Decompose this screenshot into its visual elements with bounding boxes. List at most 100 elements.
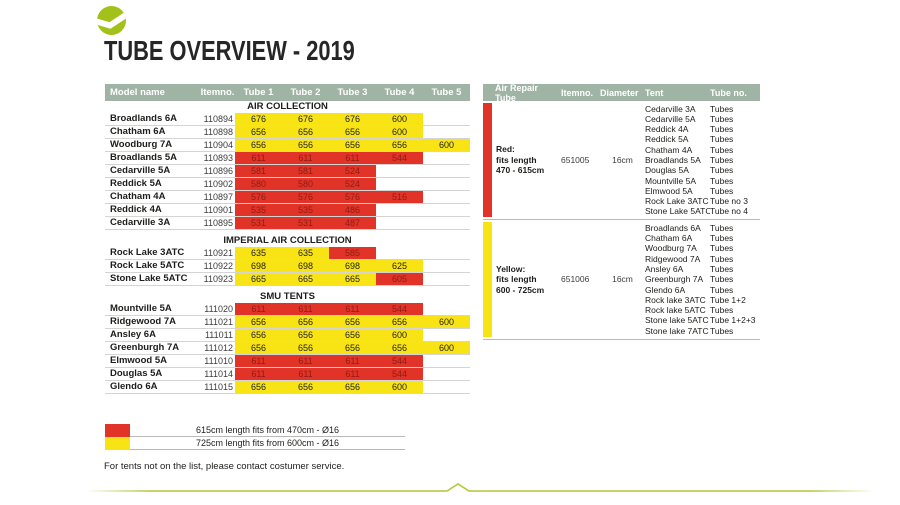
bottom-divider-chevron-line xyxy=(85,483,875,492)
model-name-cell: Glendo 6A xyxy=(110,381,158,392)
tent-name: Rock Lake 3ATC xyxy=(645,196,709,207)
table-row: Stone Lake 5ATC 110923 665 665 665 605 xyxy=(105,273,470,286)
model-name-cell: Chatham 4A xyxy=(110,191,166,202)
tube-length-cell: 656 xyxy=(282,381,329,393)
table-row: Reddick 4A 110901 535 535 486 xyxy=(105,204,470,217)
tube-length-cell xyxy=(423,178,470,190)
tube-length-cell: 544 xyxy=(376,303,423,315)
tube-length-cell xyxy=(376,204,423,216)
group-label: Red: fits length 470 - 615cm xyxy=(492,101,561,219)
tube-no: Tube no 4 xyxy=(710,206,748,217)
tube-length-cell xyxy=(423,204,470,216)
section-title: AIR COLLECTION xyxy=(247,101,328,112)
itemno-cell: 111011 xyxy=(204,330,233,340)
tube-length-cell xyxy=(376,247,423,259)
model-name-cell: Elmwood 5A xyxy=(110,355,168,366)
group-itemno: 651006 xyxy=(561,274,590,285)
table-row: Glendo 6A 111015 656 656 656 600 xyxy=(105,381,470,394)
itemno-cell: 111020 xyxy=(204,304,233,314)
tent-name: Ridgewood 7A xyxy=(645,253,701,264)
table-row: Mountville 5A 111020 611 611 611 544 xyxy=(105,303,470,316)
itemno-cell: 110923 xyxy=(203,274,233,284)
tube-length-cell: 580 xyxy=(282,178,329,190)
tube-length-cell: 656 xyxy=(235,139,282,151)
tent-row: Elmwood 5A Tubes xyxy=(645,186,760,196)
tube-length-cell xyxy=(423,381,470,393)
tube-no: Tubes xyxy=(710,325,734,336)
tube-length-cell: 486 xyxy=(329,204,376,216)
tube-no: Tubes xyxy=(710,243,734,254)
tube-length-cell: 676 xyxy=(282,113,329,125)
tube-length-cell xyxy=(423,191,470,203)
tube-length-cell: 576 xyxy=(329,191,376,203)
tube-length-cell: 535 xyxy=(235,204,282,216)
tube-length-cell xyxy=(423,247,470,259)
tube-length-cell xyxy=(423,165,470,177)
tube-length-cell: 611 xyxy=(235,368,282,380)
tent-row: Glendo 6A Tubes xyxy=(645,285,760,295)
model-name-cell: Mountville 5A xyxy=(110,303,172,314)
tent-name: Rock lake 5ATC xyxy=(645,305,706,316)
right-table-body: Red: fits length 470 - 615cm 651005 16cm Ceda… xyxy=(483,101,760,340)
tube-length-cell: 611 xyxy=(235,152,282,164)
model-name-cell: Chatham 6A xyxy=(110,126,166,137)
table-row: Cedarville 5A 110896 581 581 524 xyxy=(105,165,470,178)
tube-length-cell: 576 xyxy=(235,191,282,203)
tube-length-cell: 576 xyxy=(282,191,329,203)
tube-length-cell: 656 xyxy=(329,316,376,328)
group-label: Yellow: fits length 600 - 725cm xyxy=(492,220,561,338)
model-name-cell: Greenburgh 7A xyxy=(110,342,180,353)
yellow-color-bar xyxy=(483,222,492,337)
tube-length-cell: 600 xyxy=(376,381,423,393)
tube-length-cell: 656 xyxy=(282,316,329,328)
tube-length-cell: 581 xyxy=(282,165,329,177)
tube-no: Tubes xyxy=(710,185,734,196)
tube-length-cell: 600 xyxy=(423,316,470,328)
group-color-name: Red: xyxy=(496,144,515,155)
model-name-cell: Stone Lake 5ATC xyxy=(110,273,188,284)
tube-length-cell: 656 xyxy=(329,126,376,138)
group-itemno: 651005 xyxy=(561,155,590,166)
tent-name: Reddick 5A xyxy=(645,134,689,145)
group-fits-line: 600 - 725cm xyxy=(496,284,545,295)
itemno-cell: 110898 xyxy=(203,127,233,137)
tube-no: Tubes xyxy=(710,175,734,186)
tent-name: Stone lake 7ATC xyxy=(645,325,709,336)
tube-length-cell: 580 xyxy=(235,178,282,190)
tube-length-cell: 676 xyxy=(329,113,376,125)
group-fits-line: fits length xyxy=(496,154,537,165)
section-title: IMPERIAL AIR COLLECTION xyxy=(223,235,352,246)
legend-text: 615cm length fits from 470cm - Ø16 xyxy=(130,424,405,437)
model-name-cell: Reddick 5A xyxy=(110,178,162,189)
table-row: Rock Lake 5ATC 110922 698 698 698 625 xyxy=(105,260,470,273)
tube-length-cell: 611 xyxy=(235,303,282,315)
tube-length-cell: 635 xyxy=(282,247,329,259)
tube-length-cell: 600 xyxy=(376,113,423,125)
column-header: Itemno. xyxy=(561,87,594,98)
table-row: Cedarville 3A 110895 531 531 487 xyxy=(105,217,470,230)
itemno-cell: 110921 xyxy=(203,248,233,258)
tube-length-cell: 535 xyxy=(282,204,329,216)
tent-row: Chatham 4A Tubes xyxy=(645,145,760,155)
tube-length-cell: 544 xyxy=(376,355,423,367)
model-name-cell: Cedarville 3A xyxy=(110,217,171,228)
color-legend: 615cm length fits from 470cm - Ø16 725cm … xyxy=(105,424,405,450)
tube-length-cell: 698 xyxy=(329,260,376,272)
tent-row: Rock lake 3ATC Tube 1+2 xyxy=(645,295,760,305)
tube-no: Tube no 3 xyxy=(710,196,748,207)
tent-name: Broadlands 5A xyxy=(645,154,701,165)
column-header: Tube 1 xyxy=(243,87,274,98)
table-row: Broadlands 5A 110893 611 611 611 544 xyxy=(105,152,470,165)
page-title: TUBE OVERVIEW - 2019 xyxy=(104,35,355,66)
tube-length-cell: 524 xyxy=(329,165,376,177)
tube-length-cell: 611 xyxy=(329,303,376,315)
tube-length-cell xyxy=(376,178,423,190)
tube-length-cell: 656 xyxy=(376,316,423,328)
column-header: Itemno. xyxy=(200,87,235,98)
right-table-header-row: Air Repair Tube Itemno. Diameter Tent Tube n… xyxy=(483,83,760,103)
tube-length-cell xyxy=(423,217,470,229)
tent-row: Reddick 5A Tubes xyxy=(645,134,760,144)
tent-name: Mountville 5A xyxy=(645,175,697,186)
tent-name: Broadlands 6A xyxy=(645,222,701,233)
section-title: SMU TENTS xyxy=(260,291,315,302)
